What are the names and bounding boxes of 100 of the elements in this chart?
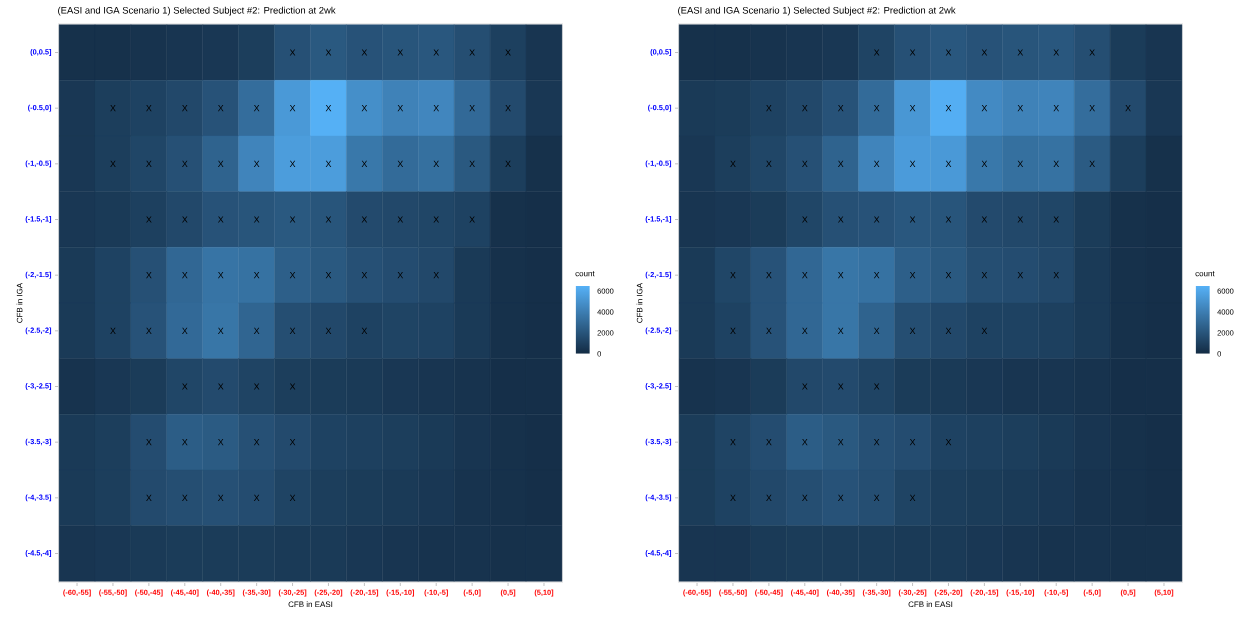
data-label: X	[909, 216, 916, 223]
data-label: X	[289, 216, 296, 223]
data-label: X	[730, 160, 736, 167]
data-label: X	[182, 105, 188, 112]
data-label: X	[253, 216, 260, 223]
data-label: X	[981, 272, 988, 279]
data-label: X	[289, 494, 296, 501]
data-label: X	[253, 327, 260, 334]
data-label: X	[182, 160, 188, 167]
data-label: X	[289, 49, 296, 56]
data-label: X	[981, 105, 988, 112]
data-label: X	[945, 49, 952, 56]
data-label: X	[981, 160, 988, 167]
data-label: X	[146, 160, 152, 167]
data-label: X	[945, 439, 952, 446]
data-label: X	[182, 383, 188, 390]
data-label: X	[837, 383, 844, 390]
data-label: X	[873, 494, 880, 501]
data-label: X	[730, 272, 736, 279]
data-label: X	[945, 327, 952, 334]
data-label: X	[873, 272, 880, 279]
data-label: X	[1053, 49, 1060, 56]
data-label: X	[217, 216, 224, 223]
data-label: X	[289, 160, 296, 167]
data-label: X	[361, 327, 368, 334]
data-label: X	[873, 105, 880, 112]
data-label: X	[1053, 160, 1060, 167]
data-label: X	[981, 327, 988, 334]
data-label: X	[325, 327, 332, 334]
chart-title: (EASI and IGA Scenario 1) Selected Subject #2: Prediction at 2wk	[58, 6, 336, 16]
data-label: X	[837, 327, 844, 334]
data-label: X	[1017, 272, 1024, 279]
data-label: X	[1053, 216, 1060, 223]
data-label: X	[182, 327, 188, 334]
data-label: X	[217, 327, 224, 334]
data-label: X	[873, 327, 880, 334]
data-label: X	[217, 160, 224, 167]
data-label: X	[289, 272, 296, 279]
data-label: X	[873, 439, 880, 446]
data-label: X	[1017, 105, 1024, 112]
data-label: X	[1017, 216, 1024, 223]
data-label: X	[253, 272, 260, 279]
data-label: X	[110, 160, 116, 167]
data-label: X	[217, 439, 224, 446]
data-label: X	[909, 160, 916, 167]
data-label: X	[873, 216, 880, 223]
data-label: X	[217, 272, 224, 279]
data-label: X	[909, 439, 916, 446]
data-label: X	[397, 216, 404, 223]
data-label: X	[945, 160, 952, 167]
data-label: X	[909, 327, 916, 334]
data-label: X	[433, 105, 440, 112]
data-label: X	[397, 160, 404, 167]
data-label: X	[469, 105, 475, 112]
data-label: X	[182, 272, 188, 279]
data-label: X	[730, 327, 736, 334]
data-label: X	[1089, 160, 1095, 167]
data-label: X	[909, 105, 916, 112]
data-label: X	[289, 105, 296, 112]
data-label: X	[325, 272, 332, 279]
data-label: X	[289, 383, 296, 390]
data-label: X	[909, 49, 916, 56]
data-label: X	[397, 105, 404, 112]
data-label: X	[837, 105, 844, 112]
data-label: X	[182, 216, 188, 223]
data-label: X	[361, 160, 368, 167]
data-label: X	[1125, 105, 1131, 112]
data-label: X	[802, 327, 808, 334]
data-label: X	[289, 327, 296, 334]
data-label: X	[837, 439, 844, 446]
data-label: X	[505, 160, 511, 167]
data-label: X	[945, 216, 952, 223]
data-label: X	[253, 160, 260, 167]
data-label: X	[469, 216, 475, 223]
data-label: X	[146, 216, 152, 223]
data-label: X	[909, 272, 916, 279]
data-label: X	[766, 494, 772, 501]
data-label: X	[766, 272, 772, 279]
data-label: X	[361, 105, 368, 112]
data-label: X	[433, 272, 440, 279]
data-label: X	[325, 49, 332, 56]
data-label: X	[110, 327, 116, 334]
data-label: X	[802, 160, 808, 167]
data-label: X	[146, 439, 152, 446]
data-label: X	[146, 327, 152, 334]
data-label: X	[469, 49, 475, 56]
data-label: X	[217, 383, 224, 390]
data-label: X	[182, 494, 188, 501]
data-label: X	[253, 105, 260, 112]
data-label: X	[253, 494, 260, 501]
data-label: X	[433, 160, 440, 167]
data-label: X	[873, 49, 880, 56]
data-label: X	[325, 216, 332, 223]
data-label: X	[217, 494, 224, 501]
data-label: X	[873, 160, 880, 167]
data-label: X	[146, 105, 152, 112]
data-label: X	[837, 216, 844, 223]
data-label: X	[802, 439, 808, 446]
data-label: X	[909, 494, 916, 501]
data-label: X	[1017, 160, 1024, 167]
